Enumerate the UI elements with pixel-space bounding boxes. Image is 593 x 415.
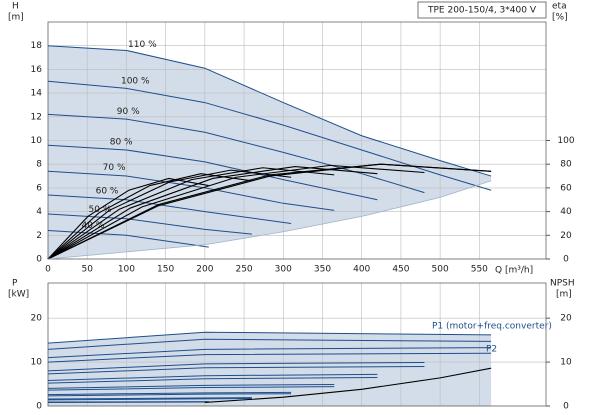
y2-tick-label: 0 [563,255,569,265]
curve-label: 70 % [103,163,126,173]
y-label: H [12,2,19,12]
curve [47,347,492,359]
secondary-curve [47,166,378,260]
x-label: Q [m³/h] [495,266,533,276]
y2-tick-label: 40 [560,207,572,217]
operating-area [48,332,492,406]
curve-label: 50 % [89,205,112,215]
area-boundary [47,180,492,260]
x-tick-label: 450 [392,265,409,275]
y-tick-label: 0 [36,402,42,412]
curve [47,391,292,396]
curve [47,80,492,191]
curve [47,373,378,382]
y2-unit: [m] [556,290,572,300]
y-tick-label: 18 [31,41,43,51]
y-tick-label: 16 [31,65,43,75]
curve [47,383,335,389]
y2-tick-label: 20 [560,314,572,324]
curve [47,393,292,397]
y-tick-label: 8 [36,160,42,170]
curve-label: 60 % [96,186,119,196]
y-tick-label: 6 [36,183,42,193]
secondary-curve [204,367,492,404]
curve [47,144,378,201]
y-unit: [m] [8,13,24,23]
curve [47,230,209,248]
annotation: P2 [486,344,497,354]
y-tick-label: 4 [36,207,42,217]
secondary-curve [47,164,425,260]
x-tick-label: 550 [471,265,488,275]
plot-frame [47,21,547,260]
curve [47,213,252,235]
x-tick-label: 200 [196,265,213,275]
x-tick-label: 150 [157,265,174,275]
y-tick-label: 12 [31,112,42,122]
x-tick-label: 400 [353,265,370,275]
x-tick-label: 350 [314,265,331,275]
curve [47,170,335,211]
y2-unit: [%] [552,13,568,23]
secondary-curve [47,173,252,260]
curve [47,398,252,401]
curve [47,45,492,177]
curve [47,365,425,375]
curve-label: 100 % [121,77,150,87]
curve [47,362,425,372]
y-tick-label: 14 [31,89,43,99]
curve-label: 40 % [82,221,105,231]
secondary-curve [47,169,292,260]
curve [47,352,492,363]
curve [47,376,378,384]
y2-tick-label: 0 [563,402,569,412]
secondary-curve [47,177,209,260]
y2-label: eta [552,2,567,12]
curve [47,113,425,194]
secondary-curve [47,167,335,260]
curve-label: 90 % [117,107,140,117]
x-tick-label: 250 [235,265,252,275]
curve [47,386,335,391]
x-tick-label: 500 [432,265,449,275]
x-tick-label: 0 [45,265,51,275]
x-tick-label: 50 [81,265,93,275]
plot-frame [47,282,547,407]
curve [47,194,292,224]
title-box [417,1,547,19]
y2-tick-label: 20 [560,231,572,241]
curve-label: 80 % [110,137,133,147]
y-tick-label: 10 [31,136,43,146]
y-tick-label: 0 [36,255,42,265]
y-tick-label: 10 [31,358,43,368]
y2-tick-label: 80 [560,160,572,170]
y2-tick-label: 10 [560,358,572,368]
y-label: P [12,279,18,289]
curve [47,331,492,344]
y2-label: NPSH [550,279,575,289]
y2-tick-label: 60 [560,183,572,193]
y-tick-label: 2 [36,231,42,241]
x-tick-label: 100 [118,265,135,275]
curve [47,397,252,400]
y-tick-label: 20 [31,314,43,324]
annotation: P1 (motor+freq.converter) [432,322,552,332]
curve-label: 110 % [128,40,157,50]
curve [47,338,492,350]
chart-title: TPE 200-150/4, 3*400 V [427,6,537,16]
y-unit: [kW] [8,290,29,300]
x-tick-label: 300 [275,265,292,275]
y2-tick-label: 100 [557,136,574,146]
